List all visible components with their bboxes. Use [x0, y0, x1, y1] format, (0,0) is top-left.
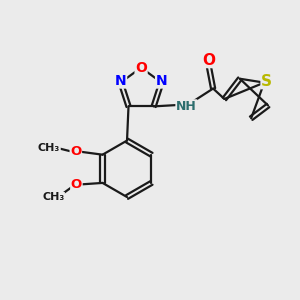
Text: N: N	[115, 74, 127, 88]
Text: NH: NH	[176, 100, 197, 113]
Text: O: O	[70, 145, 81, 158]
Text: CH₃: CH₃	[38, 142, 60, 152]
Text: CH₃: CH₃	[42, 193, 64, 202]
Text: N: N	[156, 74, 167, 88]
Text: O: O	[135, 61, 147, 75]
Text: O: O	[71, 178, 82, 191]
Text: O: O	[202, 52, 215, 68]
Text: S: S	[261, 74, 272, 88]
